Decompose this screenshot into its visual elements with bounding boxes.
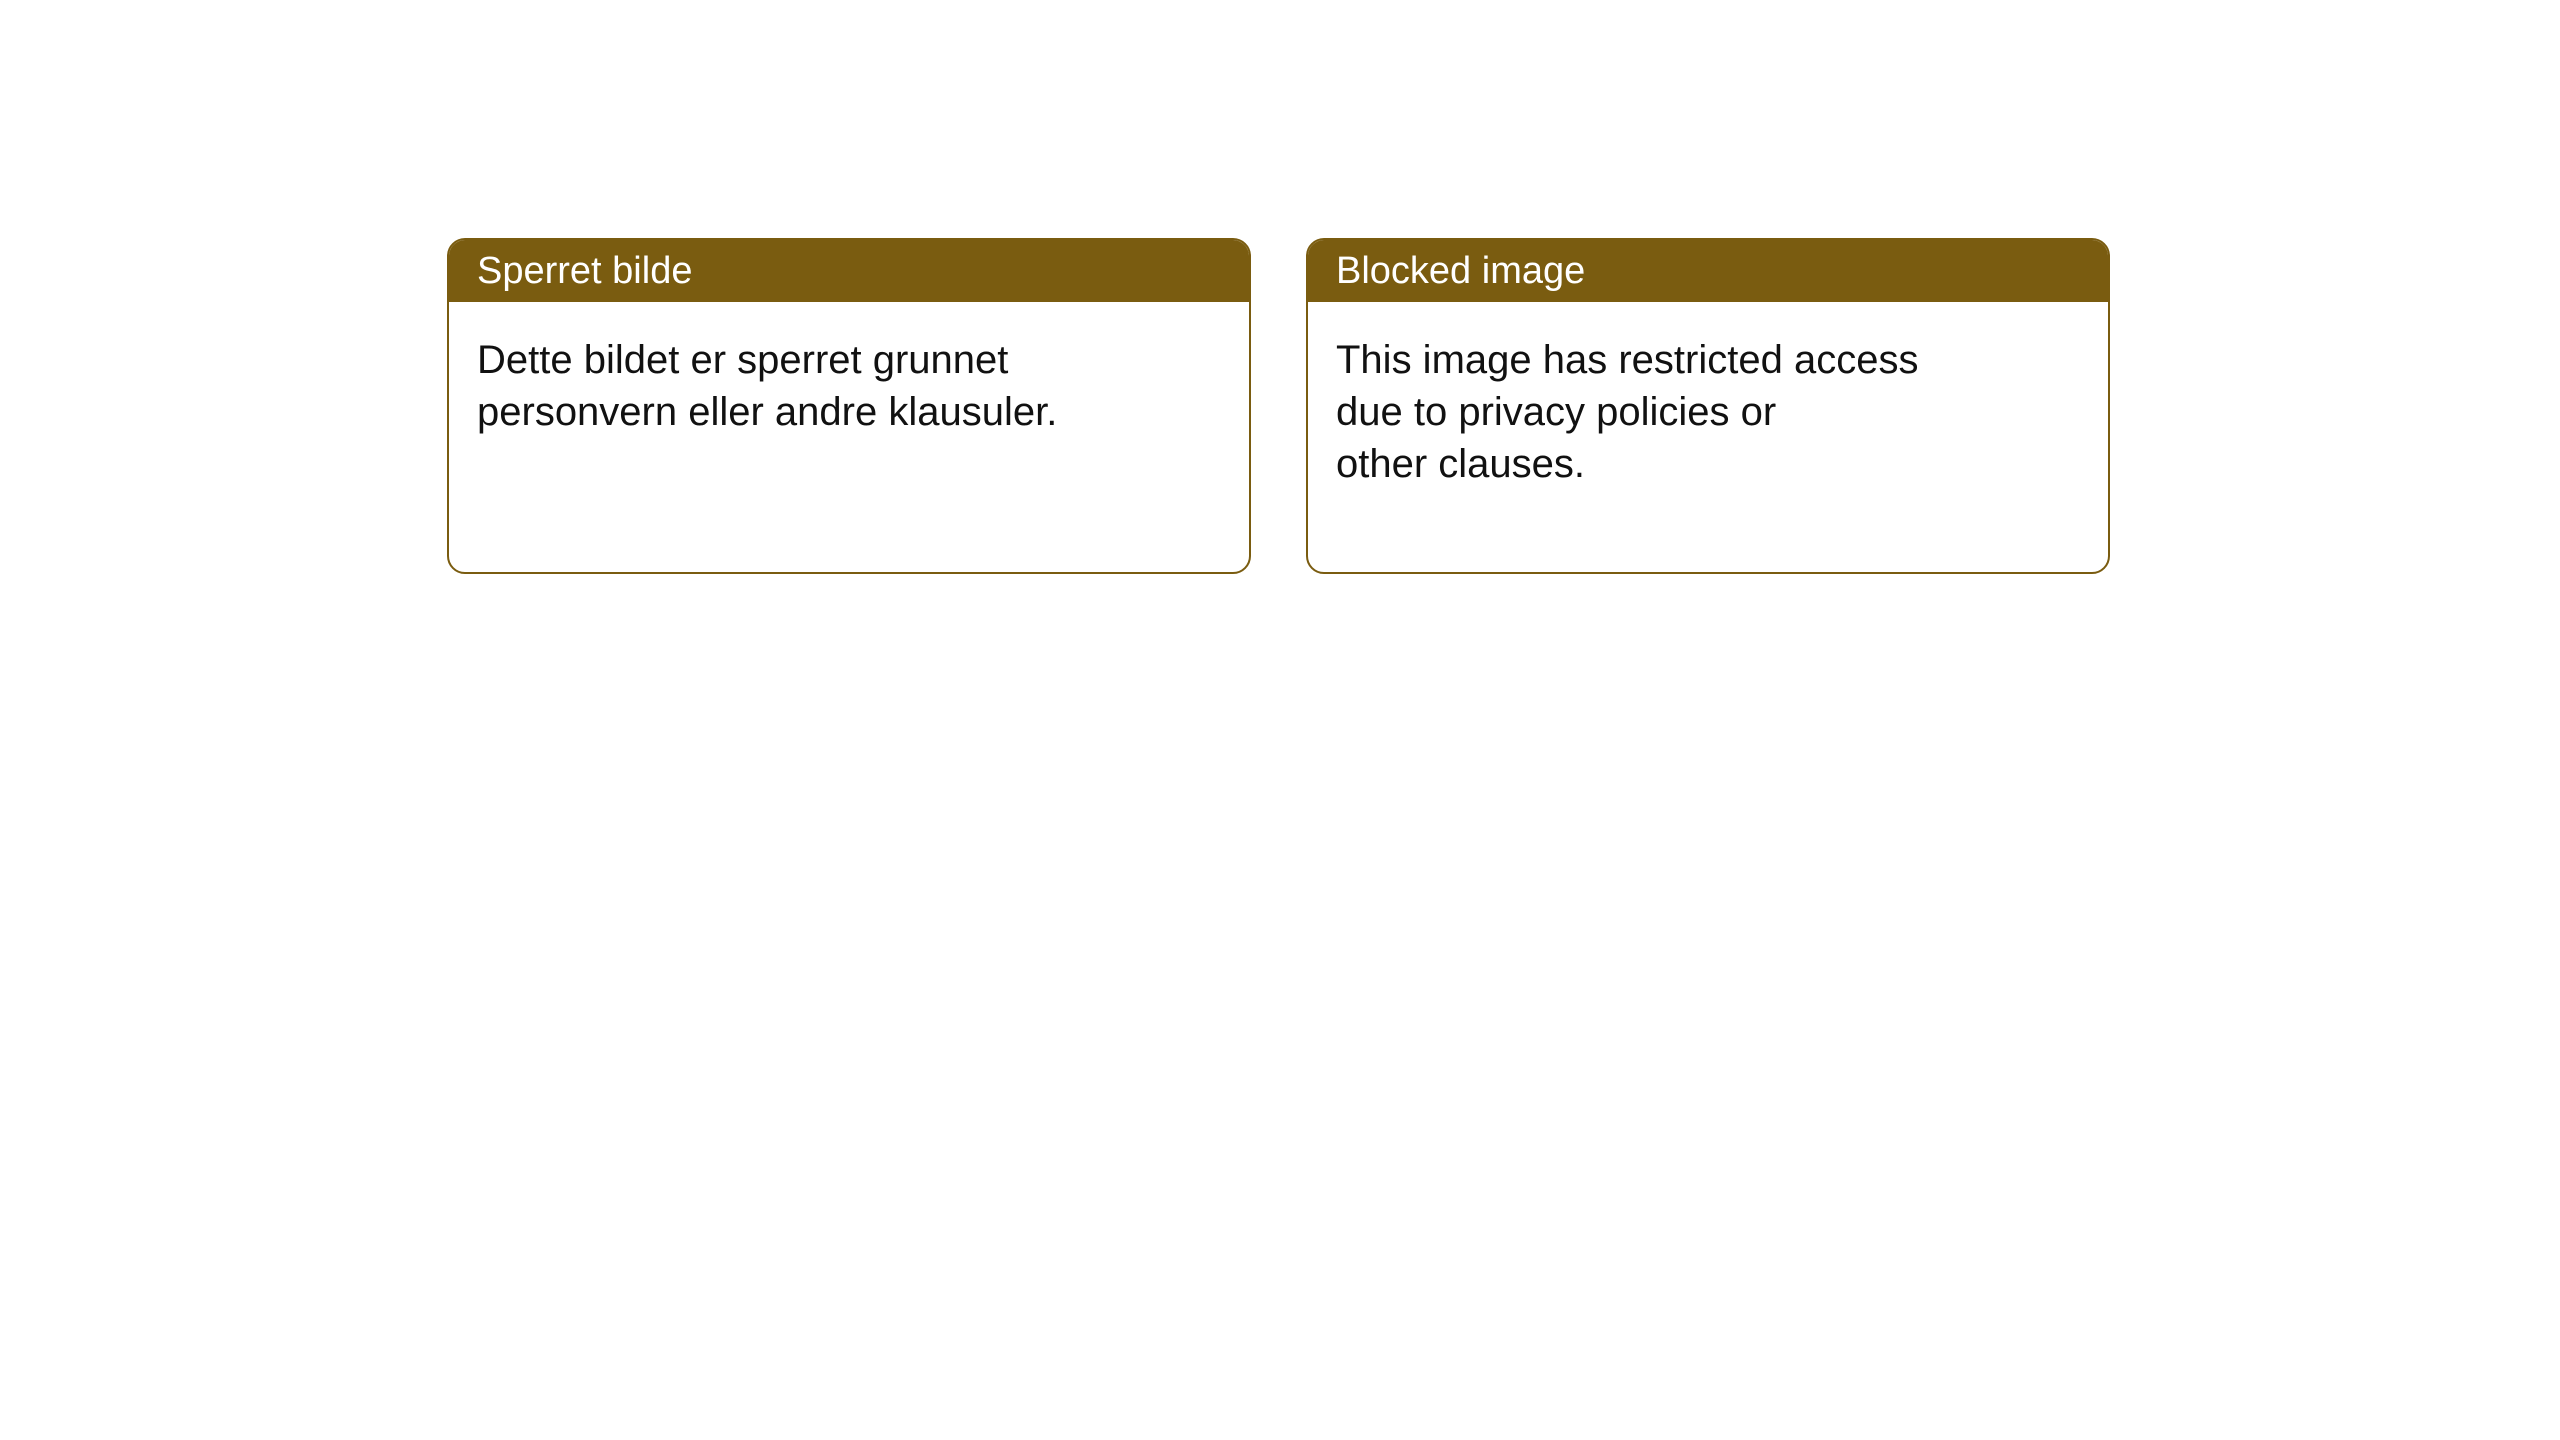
- card-header: Blocked image: [1308, 240, 2108, 302]
- card-body-text: This image has restricted accessdue to p…: [1336, 338, 1918, 486]
- card-body: Dette bildet er sperret grunnetpersonver…: [449, 302, 1249, 470]
- card-title: Sperret bilde: [477, 250, 692, 293]
- notice-card-norwegian: Sperret bilde Dette bildet er sperret gr…: [447, 238, 1251, 574]
- card-title: Blocked image: [1336, 250, 1585, 293]
- card-body-text: Dette bildet er sperret grunnetpersonver…: [477, 338, 1057, 434]
- card-body: This image has restricted accessdue to p…: [1308, 302, 2108, 522]
- card-header: Sperret bilde: [449, 240, 1249, 302]
- notice-cards-container: Sperret bilde Dette bildet er sperret gr…: [447, 238, 2110, 574]
- notice-card-english: Blocked image This image has restricted …: [1306, 238, 2110, 574]
